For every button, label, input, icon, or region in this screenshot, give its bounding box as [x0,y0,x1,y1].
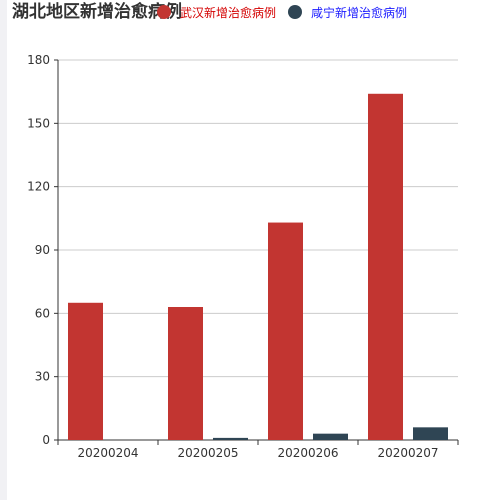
y-tick-label: 60 [35,306,50,320]
legend-label-series-2: 咸宁新增治愈病例 [311,5,408,20]
bar-series-2-20200207 [413,427,448,440]
legend-label-series-1: 武汉新增治愈病例 [180,5,277,20]
x-tick-label: 20200207 [377,446,438,460]
x-tick-label: 20200205 [177,446,238,460]
bar-series-1-20200206 [268,222,303,440]
y-tick-label: 120 [27,180,50,194]
bar-series-1-20200207 [368,93,403,441]
x-tick-label: 20200206 [277,446,338,460]
chart-title: 湖北地区新增治愈病例 [12,2,182,22]
left-edge-strip [0,0,7,500]
y-tick-label: 0 [42,433,50,447]
legend-marker-series-1 [157,5,171,19]
x-tick-label: 20200204 [77,446,138,460]
bar-series-2-20200206 [313,433,348,440]
legend-item-series-2[interactable]: 咸宁新增治愈病例 [288,4,407,21]
legend-marker-series-2 [288,5,303,19]
y-tick-label: 30 [35,370,50,384]
y-tick-label: 150 [27,116,50,130]
bar-series-2-20200205 [213,437,248,440]
y-tick-label: 90 [35,243,50,257]
chart-legend: 武汉新增治愈病例 咸宁新增治愈病例 [157,2,419,22]
legend-item-series-1[interactable]: 武汉新增治愈病例 [157,4,276,21]
bar-series-1-20200204 [68,302,103,440]
bar-series-1-20200205 [168,307,203,440]
y-tick-label: 180 [27,53,50,67]
